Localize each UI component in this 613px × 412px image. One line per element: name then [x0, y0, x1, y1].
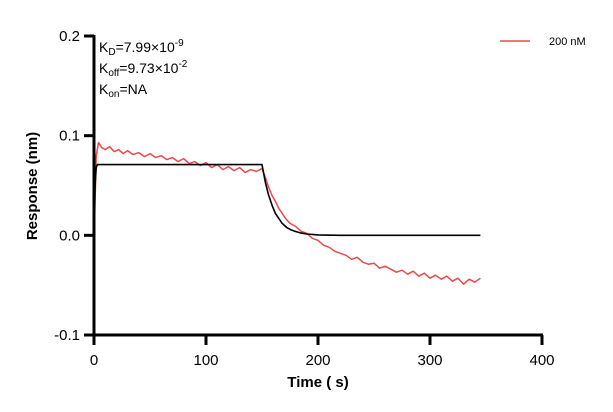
series-200nm-line	[93, 141, 481, 285]
y-tick-label: 0.1	[59, 128, 80, 145]
legend: 200 nM	[500, 36, 586, 48]
y-axis-label: Response (nm)	[24, 132, 41, 240]
x-axis-label: Time ( s)	[287, 374, 348, 391]
y-tick-label: 0.2	[59, 28, 80, 45]
x-tick-label: 0	[90, 352, 98, 369]
kon-label: K	[99, 81, 109, 97]
fit-curve-line	[93, 163, 481, 237]
kd-value: =7.99×10	[116, 39, 175, 55]
koff-value: =9.73×10	[119, 60, 178, 76]
y-tick-label: -0.1	[54, 327, 80, 344]
x-tick-label: 400	[529, 352, 554, 369]
annotation-kon: Kon=NA	[99, 81, 148, 100]
y-tick-label: 0.0	[59, 227, 80, 244]
annotation-koff: Koff=9.73×10-2	[99, 59, 188, 79]
koff-sub: off	[108, 68, 119, 79]
kd-label: K	[99, 39, 109, 55]
kon-sub: on	[108, 89, 119, 100]
svg-text:Koff=9.73×10-2: Koff=9.73×10-2	[99, 59, 188, 79]
x-tick-label: 200	[305, 352, 330, 369]
svg-text:KD=7.99×10-9: KD=7.99×10-9	[99, 38, 184, 58]
legend-label-200nm: 200 nM	[549, 36, 586, 48]
kon-value: =NA	[119, 81, 147, 97]
koff-exp: -2	[178, 59, 187, 70]
koff-label: K	[99, 60, 109, 76]
x-tick-label: 100	[193, 352, 218, 369]
x-tick-label: 300	[417, 352, 442, 369]
annotation-kd: KD=7.99×10-9	[99, 38, 184, 58]
kd-sub: D	[108, 47, 115, 58]
kd-exp: -9	[175, 38, 184, 49]
svg-text:Kon=NA: Kon=NA	[99, 81, 148, 100]
